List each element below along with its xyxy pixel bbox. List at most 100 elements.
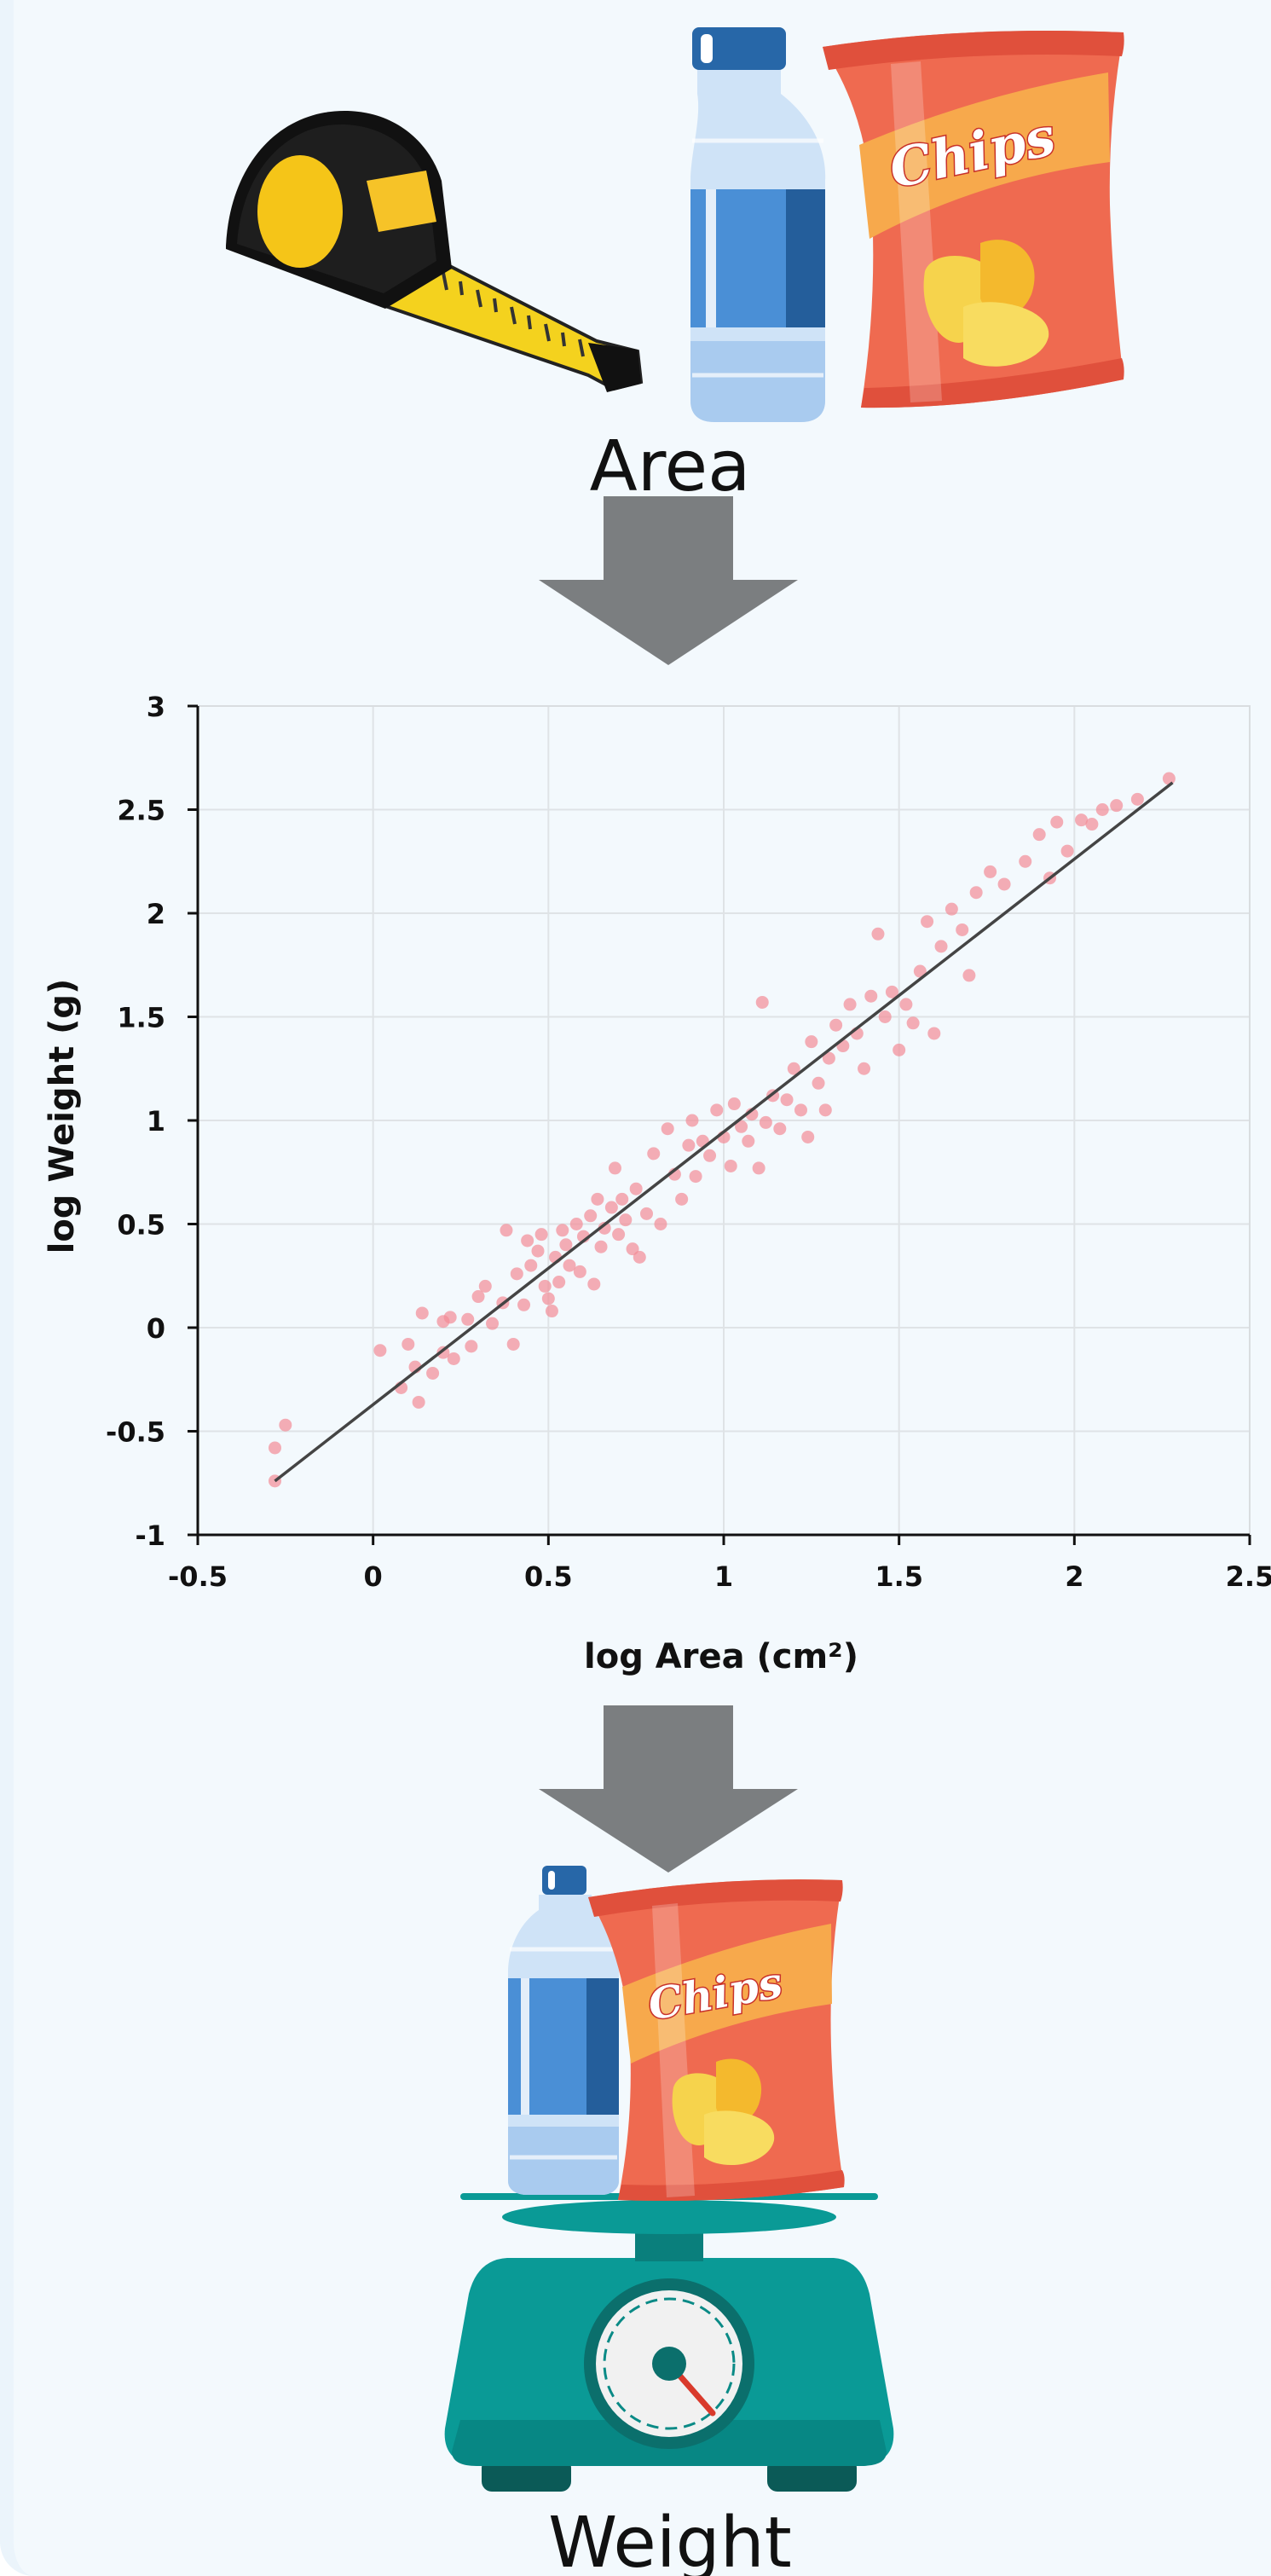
data-point bbox=[956, 923, 969, 936]
data-point bbox=[552, 1276, 566, 1289]
data-point bbox=[426, 1366, 440, 1380]
data-point bbox=[465, 1340, 478, 1353]
data-point bbox=[984, 865, 997, 878]
data-point bbox=[608, 1161, 621, 1175]
data-point bbox=[727, 1097, 741, 1111]
data-point bbox=[584, 1209, 598, 1223]
data-point bbox=[534, 1228, 548, 1242]
data-point bbox=[787, 1062, 800, 1075]
data-point bbox=[604, 1201, 618, 1214]
data-point bbox=[478, 1279, 492, 1293]
water-bottle-icon bbox=[508, 1866, 619, 2195]
data-point bbox=[506, 1337, 520, 1351]
data-point bbox=[661, 1122, 674, 1136]
x-tick-label: 2.5 bbox=[1226, 1560, 1271, 1593]
data-point bbox=[510, 1267, 523, 1281]
data-point bbox=[629, 1182, 643, 1195]
data-point bbox=[962, 969, 976, 982]
data-point bbox=[703, 1149, 717, 1162]
data-point bbox=[654, 1218, 667, 1230]
data-point bbox=[724, 1159, 737, 1172]
data-point bbox=[885, 985, 898, 999]
data-point bbox=[517, 1298, 531, 1311]
y-tick-label: -1 bbox=[135, 1520, 165, 1552]
x-tick-label: 1.5 bbox=[875, 1560, 923, 1593]
y-tick-label: 1 bbox=[147, 1105, 165, 1137]
data-point bbox=[415, 1306, 429, 1320]
y-tick-label: 0.5 bbox=[117, 1209, 165, 1242]
y-tick-label: -0.5 bbox=[106, 1416, 165, 1449]
data-point bbox=[633, 1250, 646, 1264]
x-tick-label: 1 bbox=[714, 1560, 733, 1593]
data-point bbox=[471, 1290, 485, 1304]
x-axis-title: log Area (cm²) bbox=[584, 1637, 858, 1676]
data-point bbox=[893, 1043, 906, 1056]
data-point bbox=[402, 1337, 415, 1351]
data-point bbox=[675, 1192, 689, 1206]
water-bottle-icon bbox=[690, 27, 826, 422]
data-point bbox=[1060, 844, 1074, 858]
data-point bbox=[521, 1234, 534, 1247]
data-point bbox=[752, 1161, 765, 1175]
data-point bbox=[710, 1103, 724, 1117]
data-point bbox=[899, 998, 913, 1011]
data-point bbox=[871, 927, 885, 941]
down-arrow-icon bbox=[539, 1705, 798, 1873]
data-point bbox=[1050, 815, 1064, 829]
data-point bbox=[412, 1395, 425, 1409]
data-point bbox=[780, 1093, 794, 1107]
x-tick-label: 2 bbox=[1065, 1560, 1083, 1593]
chips-bag-icon: Chips bbox=[588, 1879, 845, 2201]
data-point bbox=[373, 1344, 387, 1357]
down-arrow-icon bbox=[539, 496, 798, 665]
data-point bbox=[1110, 799, 1124, 813]
weighing-scale-icon bbox=[444, 2193, 894, 2492]
data-point bbox=[1162, 772, 1176, 785]
data-point bbox=[878, 1010, 892, 1023]
x-tick-label: 0 bbox=[364, 1560, 383, 1593]
data-point bbox=[1075, 813, 1089, 827]
y-tick-label: 2 bbox=[147, 898, 165, 930]
data-point bbox=[591, 1192, 604, 1206]
data-point bbox=[829, 1018, 843, 1032]
chips-bag-icon: Chips bbox=[823, 31, 1124, 408]
data-point bbox=[945, 902, 958, 916]
data-point bbox=[773, 1122, 787, 1136]
data-point bbox=[541, 1292, 555, 1305]
data-point bbox=[573, 1265, 586, 1278]
x-ticks: -0.5 0 0.5 1 1.5 2 2.5 bbox=[168, 1535, 1271, 1593]
data-point bbox=[843, 998, 857, 1011]
data-point bbox=[921, 915, 934, 929]
data-point bbox=[461, 1312, 475, 1326]
data-point bbox=[742, 1134, 755, 1148]
data-point bbox=[443, 1311, 457, 1324]
data-point bbox=[1130, 792, 1144, 806]
data-point bbox=[640, 1207, 654, 1220]
data-point bbox=[545, 1305, 558, 1318]
data-point bbox=[1085, 818, 1099, 831]
data-point bbox=[447, 1352, 460, 1365]
data-point bbox=[755, 995, 769, 1009]
tape-measure-icon bbox=[226, 110, 644, 392]
y-ticks: -1 -0.5 0 0.5 1 1.5 2 2.5 3 bbox=[106, 691, 198, 1552]
data-point bbox=[794, 1103, 807, 1117]
scatter-chart: -0.5 0 0.5 1 1.5 2 2.5 -1-0.500.511.522.53 log… bbox=[43, 691, 1271, 1676]
data-points bbox=[268, 772, 1176, 1488]
data-point bbox=[500, 1224, 513, 1237]
regression-line bbox=[274, 781, 1174, 1483]
y-tick-label: 3 bbox=[147, 691, 165, 723]
data-point bbox=[615, 1192, 629, 1206]
x-tick-label: 0.5 bbox=[524, 1560, 573, 1593]
y-tick-label: 1.5 bbox=[117, 1002, 165, 1034]
data-point bbox=[805, 1035, 818, 1049]
data-point bbox=[969, 886, 983, 900]
weight-label: Weight bbox=[548, 2503, 792, 2576]
data-point bbox=[858, 1062, 871, 1075]
data-point bbox=[531, 1244, 545, 1258]
data-point bbox=[735, 1120, 748, 1133]
data-point bbox=[682, 1138, 696, 1152]
data-point bbox=[486, 1317, 500, 1330]
data-point bbox=[864, 989, 878, 1003]
data-point bbox=[818, 1103, 832, 1117]
